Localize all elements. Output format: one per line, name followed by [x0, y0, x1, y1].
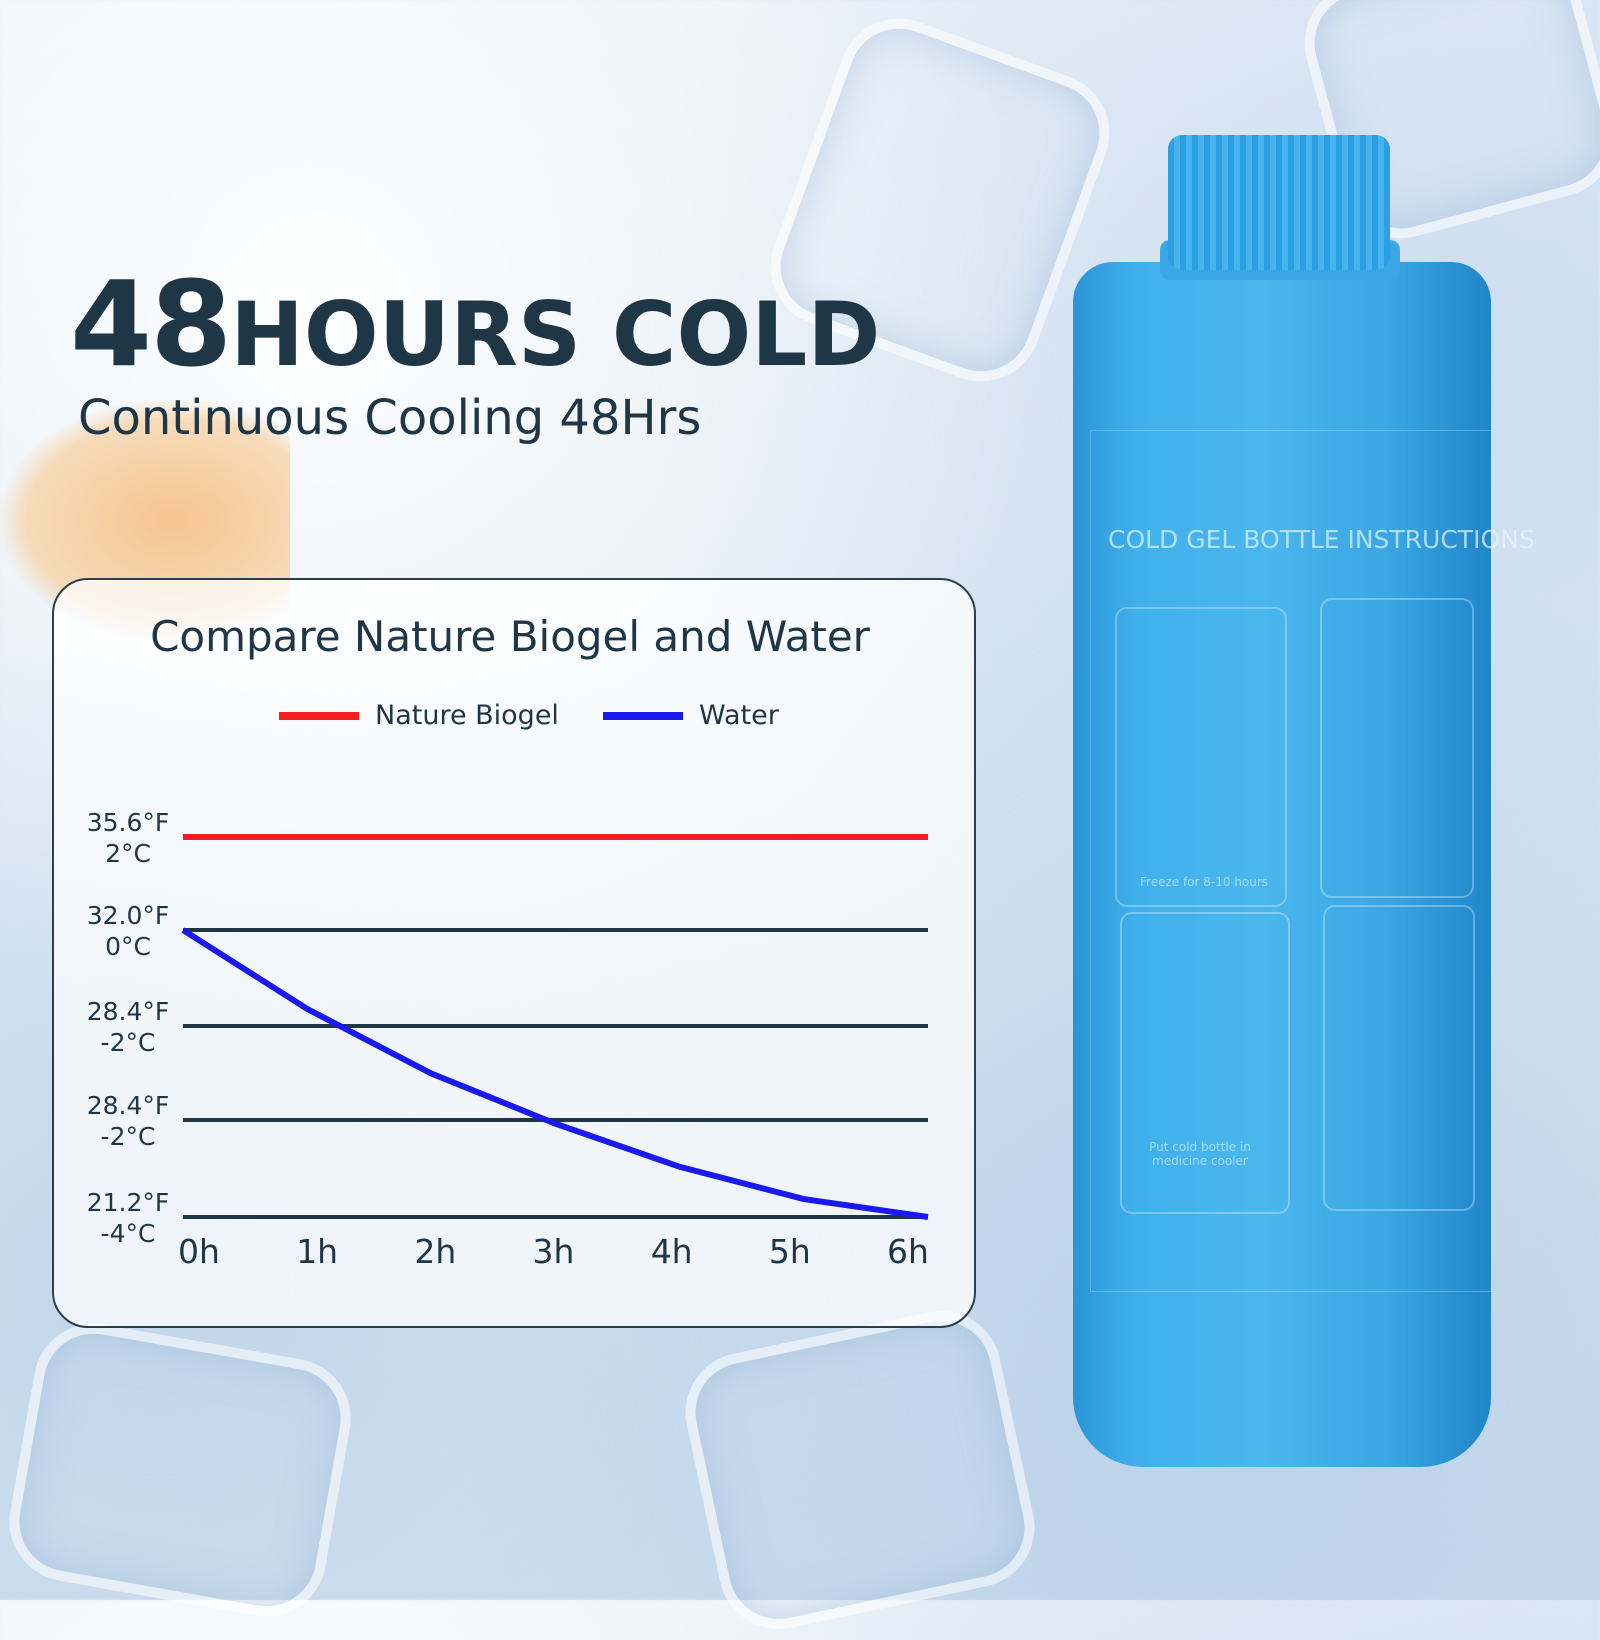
instruction-panel: [1115, 607, 1287, 907]
series-line-water: [181, 927, 929, 1220]
instruction-panel: [1120, 912, 1290, 1214]
subheadline: Continuous Cooling 48Hrs: [78, 390, 702, 446]
y-tick-label: 28.4°F -2°C: [68, 996, 188, 1058]
y-tick-fahrenheit: 32.0°F: [86, 901, 170, 930]
legend-swatch-water: [603, 711, 683, 720]
instruction-step-1: Freeze for 8-10 hours: [1140, 875, 1269, 889]
y-tick-label: 35.6°F 2°C: [68, 807, 188, 869]
y-tick-fahrenheit: 21.2°F: [86, 1188, 170, 1217]
y-tick-fahrenheit: 28.4°F: [86, 997, 170, 1026]
instruction-panel: [1323, 905, 1475, 1211]
headline-number: 48: [70, 255, 232, 393]
legend-swatch-biogel: [279, 711, 359, 720]
x-tick-label: 2h: [414, 1232, 457, 1271]
y-tick-label: 28.4°F -2°C: [68, 1090, 188, 1152]
x-tick-label: 1h: [296, 1232, 339, 1271]
y-tick-label: 21.2°F -4°C: [68, 1187, 188, 1249]
legend-item-biogel: Nature Biogel: [279, 700, 559, 731]
gel-bottle: [1073, 262, 1491, 1467]
legend-label-water: Water: [699, 700, 779, 731]
y-tick-celsius: -4°C: [100, 1219, 156, 1248]
y-tick-fahrenheit: 35.6°F: [86, 808, 170, 837]
x-tick-label: 0h: [178, 1232, 220, 1271]
x-tick-label: 6h: [887, 1232, 929, 1271]
y-tick-celsius: 2°C: [105, 839, 151, 868]
y-tick-celsius: -2°C: [100, 1028, 156, 1057]
legend-label-biogel: Nature Biogel: [375, 700, 559, 731]
x-tick-label: 4h: [650, 1232, 693, 1271]
legend-item-water: Water: [603, 700, 779, 731]
instruction-step-3: Put cold bottle in medicine cooler: [1149, 1140, 1251, 1168]
y-tick-fahrenheit: 28.4°F: [86, 1091, 170, 1120]
bottle-cap: [1168, 135, 1390, 270]
instruction-panel: [1320, 598, 1474, 898]
y-tick-celsius: -2°C: [100, 1122, 156, 1151]
headline-text: HOURS COLD: [230, 283, 881, 386]
x-tick-label: 3h: [532, 1232, 575, 1271]
bottle-label: [1090, 430, 1492, 1292]
chart-title: Compare Nature Biogel and Water: [150, 612, 870, 661]
headline: 48HOURS COLD: [70, 255, 880, 393]
y-tick-celsius: 0°C: [105, 932, 151, 961]
bottle-label-title: COLD GEL BOTTLE INSTRUCTIONS: [1108, 525, 1535, 554]
x-tick-label: 5h: [768, 1232, 811, 1271]
y-tick-label: 32.0°F 0°C: [68, 900, 188, 962]
chart-plot: [181, 833, 929, 1220]
